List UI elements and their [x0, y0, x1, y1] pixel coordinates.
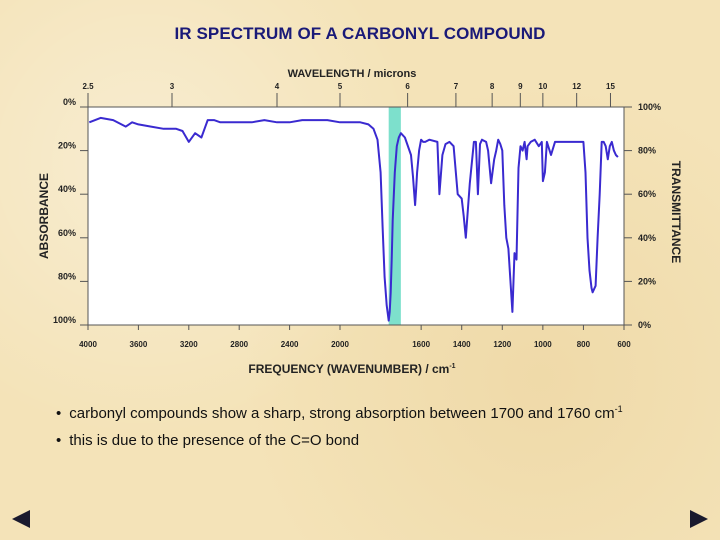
- top-tick-label: 15: [606, 82, 615, 91]
- bullet-text: carbonyl compounds show a sharp, strong …: [69, 405, 615, 422]
- bottom-tick-label: 800: [577, 340, 591, 349]
- previous-slide-icon[interactable]: [12, 510, 30, 528]
- left-tick-label: 80%: [58, 271, 76, 281]
- bullet-text: this is due to the presence of the C=O b…: [69, 432, 360, 449]
- right-tick-label: 20%: [638, 276, 656, 286]
- top-axis-label: WAVELENGTH / microns: [288, 68, 417, 80]
- bottom-tick-label: 1200: [493, 340, 511, 349]
- top-tick-label: 2.5: [82, 82, 94, 91]
- bullet-item: this is due to the presence of the C=O b…: [56, 425, 623, 452]
- top-tick-label: 4: [275, 82, 280, 91]
- right-tick-label: 60%: [638, 189, 656, 199]
- ir-spectrum-chart: 2.5 3 4 5 6 7 8 9 10 12 15 WAVELENGTH / microns 4000…: [37, 68, 683, 376]
- top-tick-label: 6: [405, 82, 410, 91]
- top-tick-label: 12: [572, 82, 581, 91]
- bottom-tick-label: 3600: [130, 340, 148, 349]
- left-tick-label: 0%: [63, 97, 76, 107]
- bottom-tick-label: 1400: [453, 340, 471, 349]
- bullet-list: carbonyl compounds show a sharp, strong …: [56, 398, 623, 452]
- top-tick-label: 9: [518, 82, 523, 91]
- bullet-sup: -1: [614, 404, 623, 414]
- top-tick-label: 8: [490, 82, 495, 91]
- right-tick-label: 40%: [638, 233, 656, 243]
- spectrum-line: [88, 116, 619, 322]
- bottom-tick-label: 2800: [230, 340, 248, 349]
- left-tick-label: 60%: [58, 228, 76, 238]
- plot-background: [88, 107, 624, 325]
- top-tick-label: 7: [454, 82, 459, 91]
- slide-title: IR SPECTRUM OF A CARBONYL COMPOUND: [174, 24, 546, 43]
- left-tick-label: 100%: [53, 315, 76, 325]
- top-tick-label: 5: [338, 82, 343, 91]
- right-tick-label: 80%: [638, 146, 656, 156]
- bullet-item: carbonyl compounds show a sharp, strong …: [56, 398, 623, 425]
- left-axis-label: ABSORBANCE: [37, 173, 51, 259]
- bottom-tick-label: 1000: [534, 340, 552, 349]
- right-tick-label: 100%: [638, 102, 661, 112]
- bottom-tick-label: 3200: [180, 340, 198, 349]
- bottom-tick-label: 1600: [412, 340, 430, 349]
- left-tick-label: 20%: [58, 141, 76, 151]
- top-tick-label: 3: [170, 82, 175, 91]
- bottom-axis-unit-sup: -1: [449, 363, 455, 370]
- bottom-tick-label: 600: [617, 340, 631, 349]
- bottom-tick-label: 4000: [79, 340, 97, 349]
- bottom-tick-label: 2400: [281, 340, 299, 349]
- next-slide-icon[interactable]: [690, 510, 708, 528]
- right-axis-label: TRANSMITTANCE: [669, 161, 683, 263]
- bottom-tick-label: 2000: [331, 340, 349, 349]
- bottom-axis-label: FREQUENCY (WAVENUMBER) / cm-1: [248, 362, 455, 376]
- right-tick-label: 0%: [638, 320, 651, 330]
- plot-frame: [87, 106, 625, 326]
- left-tick-label: 40%: [58, 184, 76, 194]
- top-tick-label: 10: [538, 82, 547, 91]
